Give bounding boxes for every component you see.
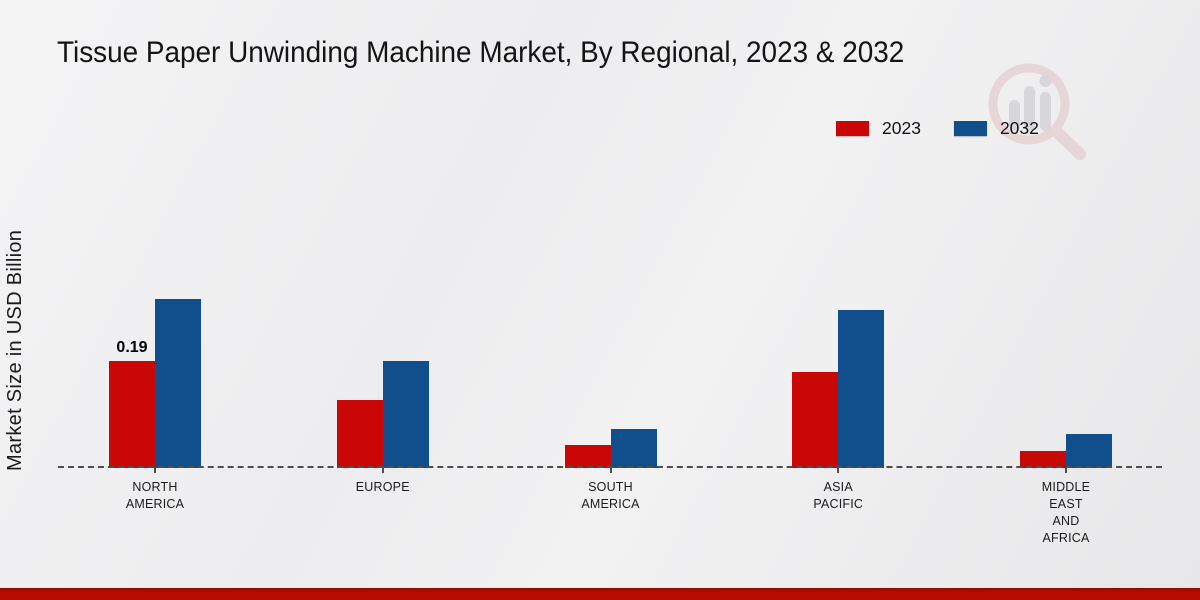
magnifier-bar-chart-watermark-icon [982,60,1092,165]
x-axis-label-asia-pacific: ASIA PACIFIC [813,480,864,511]
bar-2032-north-america [155,299,201,468]
x-axis-label-south-america: SOUTH AMERICA [581,480,640,511]
bar-2023-middle-east-and-africa [1020,451,1066,468]
legend-label: 2023 [882,118,921,138]
bar-2023-asia-pacific [792,372,839,468]
bar-2032-south-america [610,429,657,468]
data-label-2023-north-america: 0.19 [116,339,148,356]
x-axis-tick-south-america [609,468,612,473]
x-axis-tick-asia-pacific [837,468,840,473]
x-axis-tick-north-america [154,468,156,473]
bar-2032-middle-east-and-africa [1066,434,1112,468]
x-axis-baseline [58,466,1162,468]
bar-2023-europe [336,400,383,468]
legend-label: 2032 [999,118,1039,138]
bar-2023-south-america [564,445,611,468]
legend-swatch-2023 [836,121,869,136]
bar-2023-north-america [109,361,155,468]
x-axis-label-north-america: NORTH AMERICA [125,480,185,511]
x-axis-label-middle-east-and-africa: MIDDLE EAST AND AFRICA [1041,480,1091,545]
legend-swatch-2032 [953,121,987,136]
bar-2032-europe [382,361,429,468]
legend: 2023 2032 [836,118,1039,139]
legend-item-2023: 2023 [836,118,921,139]
chart-title: Tissue Paper Unwinding Machine Market, B… [57,36,905,69]
x-axis-tick-middle-east-and-africa [1065,468,1067,473]
legend-item-2032: 2032 [953,118,1039,139]
x-axis-label-europe: EUROPE [355,480,410,494]
footer-accent-bar [0,588,1200,600]
x-axis-tick-europe [381,468,384,473]
bar-2032-asia-pacific [838,310,885,468]
